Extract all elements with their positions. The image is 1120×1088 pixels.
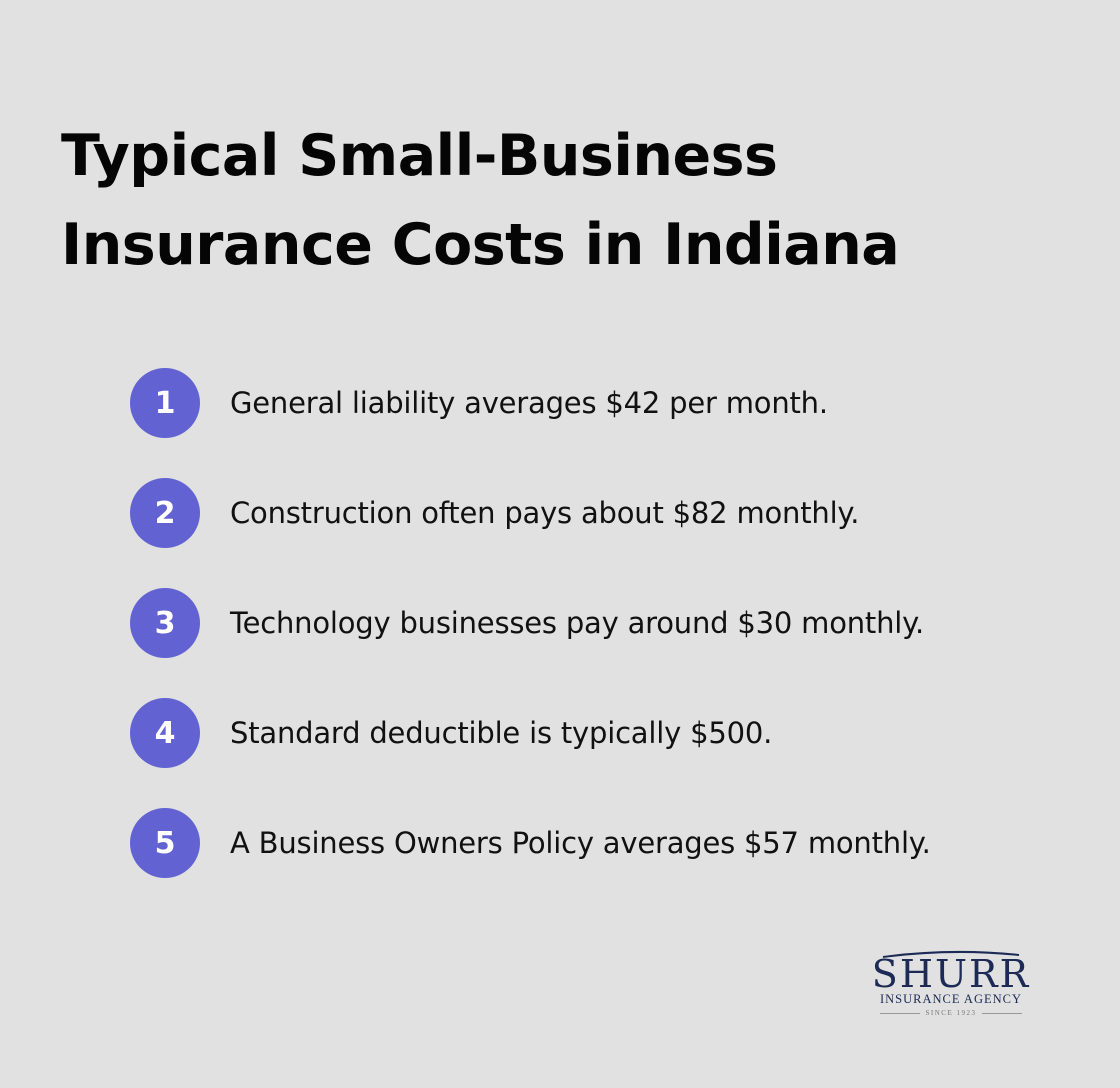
title-line-2: Insurance Costs in Indiana [61, 212, 900, 278]
list-item: 5 A Business Owners Policy averages $57 … [130, 808, 931, 878]
list-item-text: Construction often pays about $82 monthl… [230, 496, 860, 530]
list-item-text: A Business Owners Policy averages $57 mo… [230, 826, 931, 860]
title-line-1: Typical Small-Business [61, 123, 778, 189]
list-item-text: General liability averages $42 per month… [230, 386, 828, 420]
divider [879, 1012, 920, 1014]
number-badge: 3 [130, 588, 200, 658]
list-item: 1 General liability averages $42 per mon… [130, 368, 931, 438]
list-item-text: Standard deductible is typically $500. [230, 716, 773, 750]
logo-since-text: SINCE 1923 [925, 1009, 977, 1017]
number-badge: 1 [130, 368, 200, 438]
list-item-text: Technology businesses pay around $30 mon… [230, 606, 924, 640]
number-badge: 4 [130, 698, 200, 768]
logo-name: SHURR [871, 952, 1031, 996]
logo-since: SINCE 1923 [866, 1009, 1036, 1017]
list-item: 3 Technology businesses pay around $30 m… [130, 588, 931, 658]
list-item: 2 Construction often pays about $82 mont… [130, 478, 931, 548]
cost-list: 1 General liability averages $42 per mon… [130, 368, 931, 918]
page-title: Typical Small-Business Insurance Costs i… [61, 112, 900, 290]
number-badge: 5 [130, 808, 200, 878]
logo-subtitle: INSURANCE AGENCY [879, 992, 1023, 1006]
divider [982, 1012, 1023, 1014]
shurr-logo: SHURR INSURANCE AGENCY SINCE 1923 [866, 950, 1036, 1017]
logo-swoosh-icon [882, 950, 1020, 958]
number-badge: 2 [130, 478, 200, 548]
list-item: 4 Standard deductible is typically $500. [130, 698, 931, 768]
